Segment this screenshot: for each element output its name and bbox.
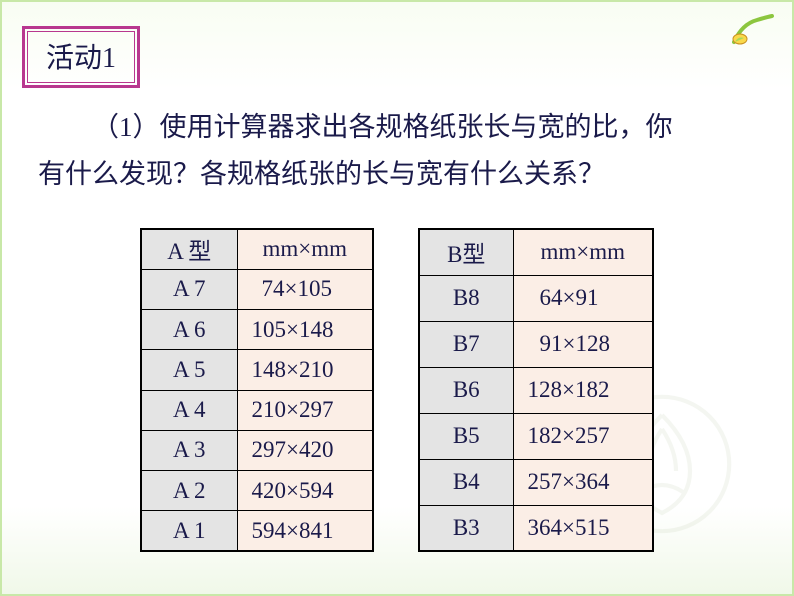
- table-row: A 型 mm×mm: [141, 229, 373, 269]
- cell-value: 420×594: [237, 471, 373, 511]
- table-row: B4257×364: [419, 459, 653, 505]
- cell-value: 210×297: [237, 390, 373, 430]
- table-row: B6128×182: [419, 367, 653, 413]
- cell-value: 91×128: [513, 321, 653, 367]
- table-row: B5182×257: [419, 413, 653, 459]
- cell-value: 148×210: [237, 350, 373, 390]
- table-row: B3364×515: [419, 505, 653, 551]
- table-a: A 型 mm×mm A 774×105 A 6105×148 A 5148×21…: [140, 228, 374, 552]
- table-row: B791×128: [419, 321, 653, 367]
- table-a-header-label: A 型: [141, 229, 237, 269]
- cell-label: A 2: [141, 471, 237, 511]
- cell-label: A 7: [141, 269, 237, 309]
- table-row: B型 mm×mm: [419, 229, 653, 275]
- cell-label: A 4: [141, 390, 237, 430]
- cell-label: B6: [419, 367, 513, 413]
- cell-label: B5: [419, 413, 513, 459]
- cell-value: 297×420: [237, 430, 373, 470]
- table-row: A 5148×210: [141, 350, 373, 390]
- brush-icon: [732, 14, 774, 46]
- cell-value: 364×515: [513, 505, 653, 551]
- tables-container: A 型 mm×mm A 774×105 A 6105×148 A 5148×21…: [2, 228, 792, 552]
- question-text: （1）使用计算器求出各规格纸张长与宽的比，你 有什么发现？各规格纸张的长与宽有什…: [38, 104, 756, 199]
- cell-value: 105×148: [237, 310, 373, 350]
- table-row: B864×91: [419, 275, 653, 321]
- cell-label: A 3: [141, 430, 237, 470]
- table-row: A 2420×594: [141, 471, 373, 511]
- table-row: A 774×105: [141, 269, 373, 309]
- cell-value: 128×182: [513, 367, 653, 413]
- cell-value: 257×364: [513, 459, 653, 505]
- cell-label: A 1: [141, 511, 237, 551]
- cell-value: 182×257: [513, 413, 653, 459]
- cell-value: 74×105: [237, 269, 373, 309]
- cell-label: A 6: [141, 310, 237, 350]
- cell-label: B8: [419, 275, 513, 321]
- cell-label: A 5: [141, 350, 237, 390]
- table-row: A 3297×420: [141, 430, 373, 470]
- table-a-header-value: mm×mm: [237, 229, 373, 269]
- question-line-2: 有什么发现？各规格纸张的长与宽有什么关系？: [38, 159, 605, 189]
- table-b: B型 mm×mm B864×91 B791×128 B6128×182 B518…: [418, 228, 654, 552]
- activity-title: 活动1: [27, 31, 135, 83]
- table-row: A 6105×148: [141, 310, 373, 350]
- table-b-header-label: B型: [419, 229, 513, 275]
- cell-label: B3: [419, 505, 513, 551]
- cell-label: B7: [419, 321, 513, 367]
- cell-value: 594×841: [237, 511, 373, 551]
- cell-label: B4: [419, 459, 513, 505]
- table-row: A 4210×297: [141, 390, 373, 430]
- activity-title-box: 活动1: [22, 26, 140, 88]
- table-row: A 1594×841: [141, 511, 373, 551]
- question-line-1: （1）使用计算器求出各规格纸张长与宽的比，你: [92, 112, 673, 142]
- table-b-header-value: mm×mm: [513, 229, 653, 275]
- cell-value: 64×91: [513, 275, 653, 321]
